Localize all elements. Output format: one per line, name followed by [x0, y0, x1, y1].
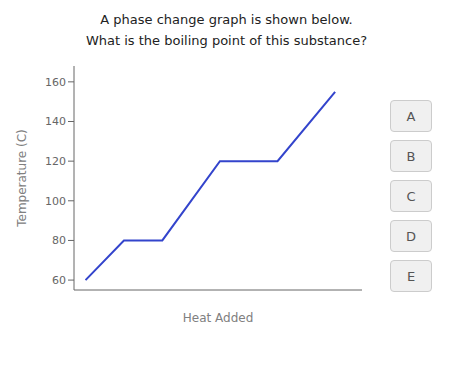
svg-text:160: 160 [45, 76, 66, 89]
svg-text:Heat Added: Heat Added [183, 311, 254, 325]
html-text:A phase change graph is shown: A phase change graph is shown below. [100, 12, 353, 27]
html-text:E: E [406, 268, 416, 284]
html-text:What is the boiling point of t: What is the boiling point of this substa… [85, 33, 368, 48]
svg-text:80: 80 [52, 234, 66, 247]
svg-text:100: 100 [45, 195, 66, 208]
html-text:C: C [406, 188, 416, 204]
svg-text:140: 140 [45, 115, 66, 128]
svg-text:120: 120 [45, 155, 66, 168]
svg-text:60: 60 [52, 274, 66, 287]
svg-text:Temperature (C): Temperature (C) [15, 129, 29, 228]
html-text:A: A [406, 108, 416, 124]
html-text:D: D [406, 228, 416, 244]
html-text:B: B [406, 148, 416, 164]
